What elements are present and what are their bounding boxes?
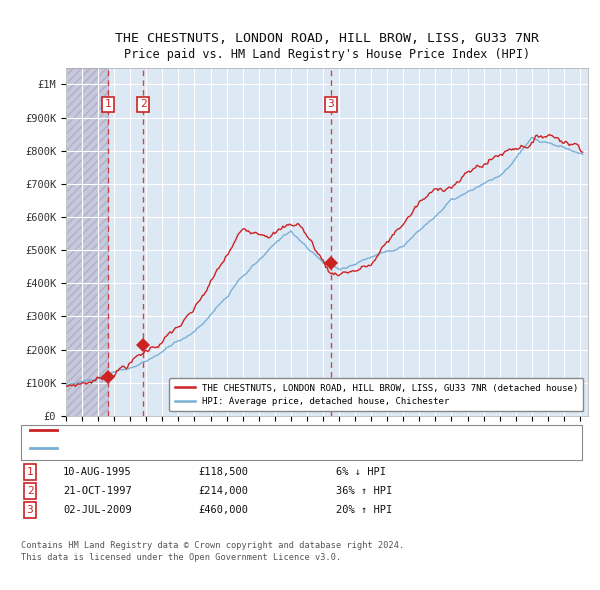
Text: £460,000: £460,000: [198, 505, 248, 514]
Text: 20% ↑ HPI: 20% ↑ HPI: [336, 505, 392, 514]
Text: 1: 1: [104, 99, 111, 109]
Text: £214,000: £214,000: [198, 486, 248, 496]
Text: This data is licensed under the Open Government Licence v3.0.: This data is licensed under the Open Gov…: [21, 553, 341, 562]
Text: 6% ↓ HPI: 6% ↓ HPI: [336, 467, 386, 477]
Text: 10-AUG-1995: 10-AUG-1995: [63, 467, 132, 477]
Text: 02-JUL-2009: 02-JUL-2009: [63, 505, 132, 514]
Text: 2: 2: [26, 486, 34, 496]
Text: 2: 2: [140, 99, 146, 109]
Text: 36% ↑ HPI: 36% ↑ HPI: [336, 486, 392, 496]
Text: £118,500: £118,500: [198, 467, 248, 477]
Text: THE CHESTNUTS, LONDON ROAD, HILL BROW, LISS, GU33 7NR: THE CHESTNUTS, LONDON ROAD, HILL BROW, L…: [115, 32, 539, 45]
Legend: THE CHESTNUTS, LONDON ROAD, HILL BROW, LISS, GU33 7NR (detached house), HPI: Ave: THE CHESTNUTS, LONDON ROAD, HILL BROW, L…: [169, 378, 583, 411]
Text: 3: 3: [26, 505, 34, 514]
Bar: [66, 68, 108, 416]
Text: Contains HM Land Registry data © Crown copyright and database right 2024.: Contains HM Land Registry data © Crown c…: [21, 541, 404, 550]
Text: 3: 3: [328, 99, 334, 109]
Text: THE CHESTNUTS, LONDON ROAD, HILL BROW, LISS, GU33 7NR (detached house): THE CHESTNUTS, LONDON ROAD, HILL BROW, L…: [63, 425, 466, 434]
Text: 21-OCT-1997: 21-OCT-1997: [63, 486, 132, 496]
Text: Price paid vs. HM Land Registry's House Price Index (HPI): Price paid vs. HM Land Registry's House …: [124, 48, 530, 61]
Text: HPI: Average price, detached house, Chichester: HPI: Average price, detached house, Chic…: [63, 444, 328, 453]
Text: 1: 1: [26, 467, 34, 477]
